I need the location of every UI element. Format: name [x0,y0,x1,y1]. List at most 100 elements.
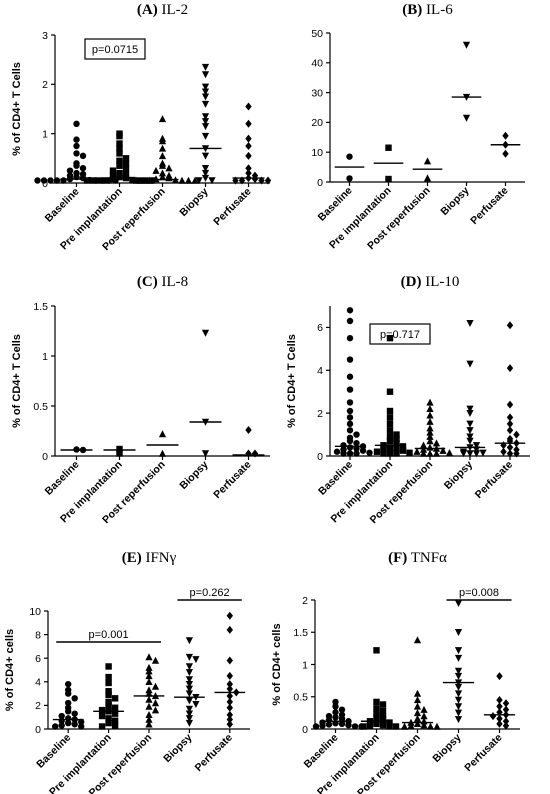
data-point [65,708,72,715]
data-point [426,432,434,440]
data-point [496,702,503,711]
series-post-reperfusion [133,653,165,728]
panel-title: (A) IL-2 [137,2,188,18]
x-tick-label: Biopsy [438,185,471,218]
data-point [423,174,432,182]
data-point [185,690,193,698]
y-axis-label: % of CD4+ T Cells [286,334,298,428]
data-point [109,167,117,174]
data-point [426,428,434,436]
data-point [325,721,333,728]
data-point [454,672,463,680]
data-point [158,115,167,123]
series-baseline [333,307,373,457]
data-point [393,445,400,452]
panel-label: (F) [388,550,407,566]
data-point [178,176,186,184]
data-point [380,450,387,457]
data-point [479,449,487,457]
data-point [71,710,78,717]
data-point [496,695,503,704]
y-tick-label: 50 [311,28,323,40]
data-point [346,450,354,457]
data-point [346,356,354,363]
data-point [226,680,233,689]
data-point [346,420,354,428]
data-point [379,716,387,723]
data-point [346,414,354,421]
data-point [151,706,160,714]
data-point [145,702,153,710]
data-point [432,449,441,457]
data-point [413,447,421,455]
data-point [353,450,360,457]
y-tick-label: 10 [29,606,41,618]
y-tick-label: 2 [302,595,308,607]
data-point [185,685,193,693]
y-tick-label: 4 [317,365,323,377]
y-tick-label: 1.5 [293,627,308,639]
data-point [111,710,119,717]
data-point [502,149,509,158]
y-tick-label: 6 [317,322,323,334]
data-point [393,439,400,447]
data-point [96,177,104,184]
series-biopsy [442,600,475,724]
panel-label: (C) [137,274,158,290]
data-point [158,137,167,145]
data-point [454,667,463,675]
data-point [40,177,48,184]
data-point [346,373,354,380]
data-point [426,722,435,730]
data-point [201,93,210,101]
data-point [226,656,233,665]
y-tick-label: 1 [42,128,48,140]
data-point [105,663,112,670]
data-point [79,152,87,160]
series-perfusate [232,102,272,185]
y-axis-label: % of CD4+ cells [4,629,16,711]
data-point [506,413,514,422]
series-biopsy [451,41,482,122]
data-point [502,699,510,708]
data-point [419,445,428,453]
data-point [312,723,320,730]
data-point [406,449,413,456]
p-value-text: p=0.0715 [92,44,138,56]
y-tick-label: 1 [42,351,48,363]
data-point [346,307,354,314]
data-point [346,175,353,182]
series-pre-implantation [373,334,413,457]
data-point [393,450,400,457]
data-point [47,177,54,184]
data-point [345,721,352,729]
data-point [185,719,193,727]
data-point [245,164,252,173]
data-point [426,411,434,419]
data-point [158,173,167,181]
data-point [454,716,463,724]
data-point [445,448,454,456]
data-point [245,119,252,128]
data-point [385,175,392,183]
data-point [185,697,193,705]
data-point [373,720,380,728]
data-point [185,715,193,723]
panel-title: (D) IL-10 [401,274,460,290]
x-tick-label: Baseline [316,459,355,498]
data-point [426,405,434,413]
data-point [73,120,80,128]
data-point [500,447,507,456]
data-point [145,720,153,728]
series-baseline [334,153,365,182]
data-point [379,721,387,729]
x-tick-label: Perfusate [468,185,510,227]
data-point [158,161,167,169]
panel-label: (E) [122,550,142,566]
data-point [346,317,354,325]
data-point [502,721,510,730]
panel-label: (B) [402,2,422,18]
